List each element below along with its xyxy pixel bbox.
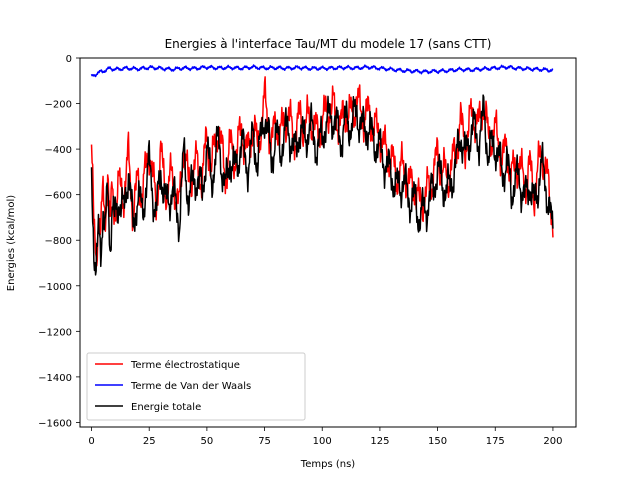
legend-label-electrostatic: Terme électrostatique [130, 359, 240, 371]
x-tick-label: 150 [428, 436, 447, 447]
series-line-total [90, 94, 554, 276]
chart-title: Energies à l'interface Tau/MT du modele … [165, 37, 492, 51]
x-tick-label: 50 [201, 436, 214, 447]
legend-box [86, 352, 306, 421]
x-tick-label: 25 [143, 436, 156, 447]
y-tick-label: −200 [45, 100, 72, 111]
x-axis-label: Temps (ns) [300, 459, 355, 470]
y-tick-label: −1200 [38, 327, 72, 338]
x-tick-label: 125 [370, 436, 389, 447]
x-tick-label: 175 [486, 436, 505, 447]
y-tick-label: −1400 [38, 373, 72, 384]
y-axis-label: Energies (kcal/mol) [6, 195, 17, 292]
x-tick-label: 100 [313, 436, 332, 447]
y-tick-label: −1600 [38, 418, 72, 429]
y-tick-label: 0 [66, 54, 72, 65]
y-axis: 0 −200 −400 −600 −800 −1000 −1200 −1400 −1600 [38, 54, 80, 429]
legend-label-vdw: Terme de Van der Waals [130, 381, 251, 392]
legend: Terme électrostatique Terme de Van der W… [86, 352, 306, 421]
y-tick-label: −800 [45, 236, 72, 247]
y-tick-label: −400 [45, 145, 72, 156]
series-layer [90, 64, 554, 276]
y-tick-label: −1000 [38, 282, 72, 293]
legend-label-total: Energie totale [131, 402, 201, 413]
plot-frame [79, 57, 577, 428]
x-axis: 0 25 50 75 100 125 150 175 200 [88, 427, 562, 447]
y-tick-label: −600 [45, 191, 72, 202]
x-tick-label: 200 [543, 436, 562, 447]
x-tick-label: 0 [88, 436, 94, 447]
x-tick-label: 75 [258, 436, 271, 447]
series-line-vdw [90, 64, 554, 78]
